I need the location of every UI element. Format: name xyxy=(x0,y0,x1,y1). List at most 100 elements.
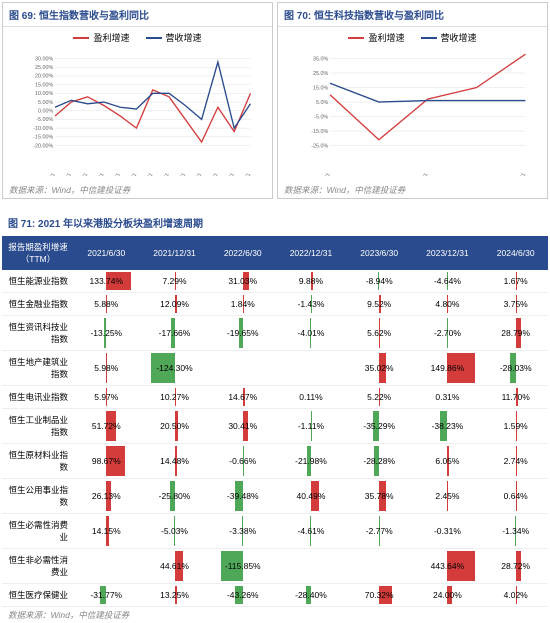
table-cell: -0.31% xyxy=(411,514,483,549)
table-header: 2023/6/30 xyxy=(347,236,412,270)
table-cell: 20.50% xyxy=(139,409,211,444)
table-cell: -28.40% xyxy=(275,584,347,607)
table-row: 恒生非必需性消费业44.61%-115.85%443.64%28.72% xyxy=(2,549,548,584)
table-cell: 13.25% xyxy=(139,584,211,607)
table-cell: 28.79% xyxy=(483,316,548,351)
table-cell: 149.86% xyxy=(411,351,483,386)
table-cell: -38.23% xyxy=(411,409,483,444)
earnings-table: 报告期盈利增速（TTM）2021/6/302021/12/312022/6/30… xyxy=(2,236,548,607)
table-cell: 12.09% xyxy=(139,293,211,316)
table-cell: 14.48% xyxy=(139,444,211,479)
table-cell: -31.77% xyxy=(74,584,139,607)
table-cell xyxy=(275,549,347,584)
svg-text:5.0%: 5.0% xyxy=(316,100,328,106)
svg-text:2022/12/31: 2022/12/31 xyxy=(411,172,430,176)
chart1-area: 盈利增速营收增速30.00%25.00%20.00%15.00%10.00%5.… xyxy=(3,27,272,182)
table-source: 数据来源：Wind，中信建投证券 xyxy=(2,607,548,623)
table-row: 恒生电讯业指数5.97%10.27%14.67%0.11%5.22%0.31%1… xyxy=(2,386,548,409)
table-cell: -115.85% xyxy=(210,549,275,584)
svg-text:2016/12/31: 2016/12/31 xyxy=(120,172,139,176)
table-cell: 10.27% xyxy=(139,386,211,409)
table-cell: -124.30% xyxy=(139,351,211,386)
table-cell: 2.45% xyxy=(411,479,483,514)
table-cell: 7.29% xyxy=(139,270,211,293)
table-cell: 14.15% xyxy=(74,514,139,549)
chart2-source: 数据来源：Wind，中信建投证券 xyxy=(278,182,547,198)
table-cell: 443.64% xyxy=(411,549,483,584)
row-name: 恒生地产建筑业指数 xyxy=(2,351,74,386)
svg-text:35.0%: 35.0% xyxy=(313,56,328,62)
table-header: 2023/12/31 xyxy=(411,236,483,270)
table-cell: -1.11% xyxy=(275,409,347,444)
table-cell xyxy=(347,549,412,584)
table-cell: 5.88% xyxy=(74,293,139,316)
table-row: 恒生能源业指数133.74%7.29%31.03%9.88%-8.94%-4.6… xyxy=(2,270,548,293)
svg-text:20.00%: 20.00% xyxy=(35,74,53,80)
table-row: 恒生工业制品业指数51.72%20.50%30.41%-1.11%-35.29%… xyxy=(2,409,548,444)
table-cell: -35.29% xyxy=(347,409,412,444)
svg-text:2021/12/31: 2021/12/31 xyxy=(201,172,220,176)
svg-text:-20.00%: -20.00% xyxy=(33,143,53,149)
table-cell: -4.61% xyxy=(275,514,347,549)
table-cell: 0.31% xyxy=(411,386,483,409)
row-name: 恒生电讯业指数 xyxy=(2,386,74,409)
table-cell: 14.67% xyxy=(210,386,275,409)
table-header: 2024/6/30 xyxy=(483,236,548,270)
row-name: 恒生公用事业指数 xyxy=(2,479,74,514)
table-cell: -8.94% xyxy=(347,270,412,293)
table-row: 恒生原材料业指数98.67%14.48%-0.66%-21.98%-28.28%… xyxy=(2,444,548,479)
table-cell: -39.48% xyxy=(210,479,275,514)
table-cell: 9.88% xyxy=(275,270,347,293)
svg-text:2014/12/31: 2014/12/31 xyxy=(87,172,106,176)
table-cell xyxy=(275,351,347,386)
table-cell: -28.28% xyxy=(347,444,412,479)
svg-text:-15.00%: -15.00% xyxy=(33,135,53,141)
table-cell: -13.25% xyxy=(74,316,139,351)
legend-item: 盈利增速 xyxy=(348,31,404,44)
table-cell xyxy=(210,351,275,386)
svg-text:2020/12/31: 2020/12/31 xyxy=(185,172,204,176)
svg-text:25.00%: 25.00% xyxy=(35,65,53,71)
table-cell: 1.67% xyxy=(483,270,548,293)
table-cell: 98.67% xyxy=(74,444,139,479)
row-name: 恒生资讯科技业指数 xyxy=(2,316,74,351)
svg-text:-25.0%: -25.0% xyxy=(311,143,328,149)
table-cell: 44.61% xyxy=(139,549,211,584)
table-cell: -3.38% xyxy=(210,514,275,549)
table-cell: 4.02% xyxy=(483,584,548,607)
table-cell: -5.03% xyxy=(139,514,211,549)
legend-item: 营收增速 xyxy=(421,31,477,44)
svg-text:2019/12/31: 2019/12/31 xyxy=(168,172,187,176)
svg-text:2021/12/31: 2021/12/31 xyxy=(313,172,332,176)
table-cell: 31.03% xyxy=(210,270,275,293)
row-name: 恒生金融业指数 xyxy=(2,293,74,316)
table-cell: 26.13% xyxy=(74,479,139,514)
svg-text:2015/12/31: 2015/12/31 xyxy=(103,172,122,176)
table-cell: -17.66% xyxy=(139,316,211,351)
table-cell: -25.80% xyxy=(139,479,211,514)
svg-text:-10.00%: -10.00% xyxy=(33,126,53,132)
svg-text:2023/12/31: 2023/12/31 xyxy=(509,172,528,176)
row-name: 恒生非必需性消费业 xyxy=(2,549,74,584)
table-title: 图 71: 2021 年以来港股分板块盈利增速周期 xyxy=(2,209,548,236)
table-cell: 1.59% xyxy=(483,409,548,444)
table-cell: 51.72% xyxy=(74,409,139,444)
table-cell xyxy=(74,549,139,584)
table-cell: 70.32% xyxy=(347,584,412,607)
row-name: 恒生原材料业指数 xyxy=(2,444,74,479)
chart1-title: 图 69: 恒生指数营收与盈利同比 xyxy=(3,3,272,27)
table-row: 恒生公用事业指数26.13%-25.80%-39.48%40.49%35.78%… xyxy=(2,479,548,514)
table-cell: 1.84% xyxy=(210,293,275,316)
svg-text:-5.0%: -5.0% xyxy=(314,114,328,120)
table-cell: 40.49% xyxy=(275,479,347,514)
chart1-source: 数据来源：Wind，中信建投证券 xyxy=(3,182,272,198)
legend-item: 营收增速 xyxy=(146,31,202,44)
chart2-title: 图 70: 恒生科技指数营收与盈利同比 xyxy=(278,3,547,27)
table-cell: 5.98% xyxy=(74,351,139,386)
table-cell: -43.26% xyxy=(210,584,275,607)
svg-text:2012/12/31: 2012/12/31 xyxy=(54,172,73,176)
svg-text:-5.00%: -5.00% xyxy=(36,117,53,123)
table-cell: -2.70% xyxy=(411,316,483,351)
table-cell: 5.22% xyxy=(347,386,412,409)
table-header: 2022/12/31 xyxy=(275,236,347,270)
